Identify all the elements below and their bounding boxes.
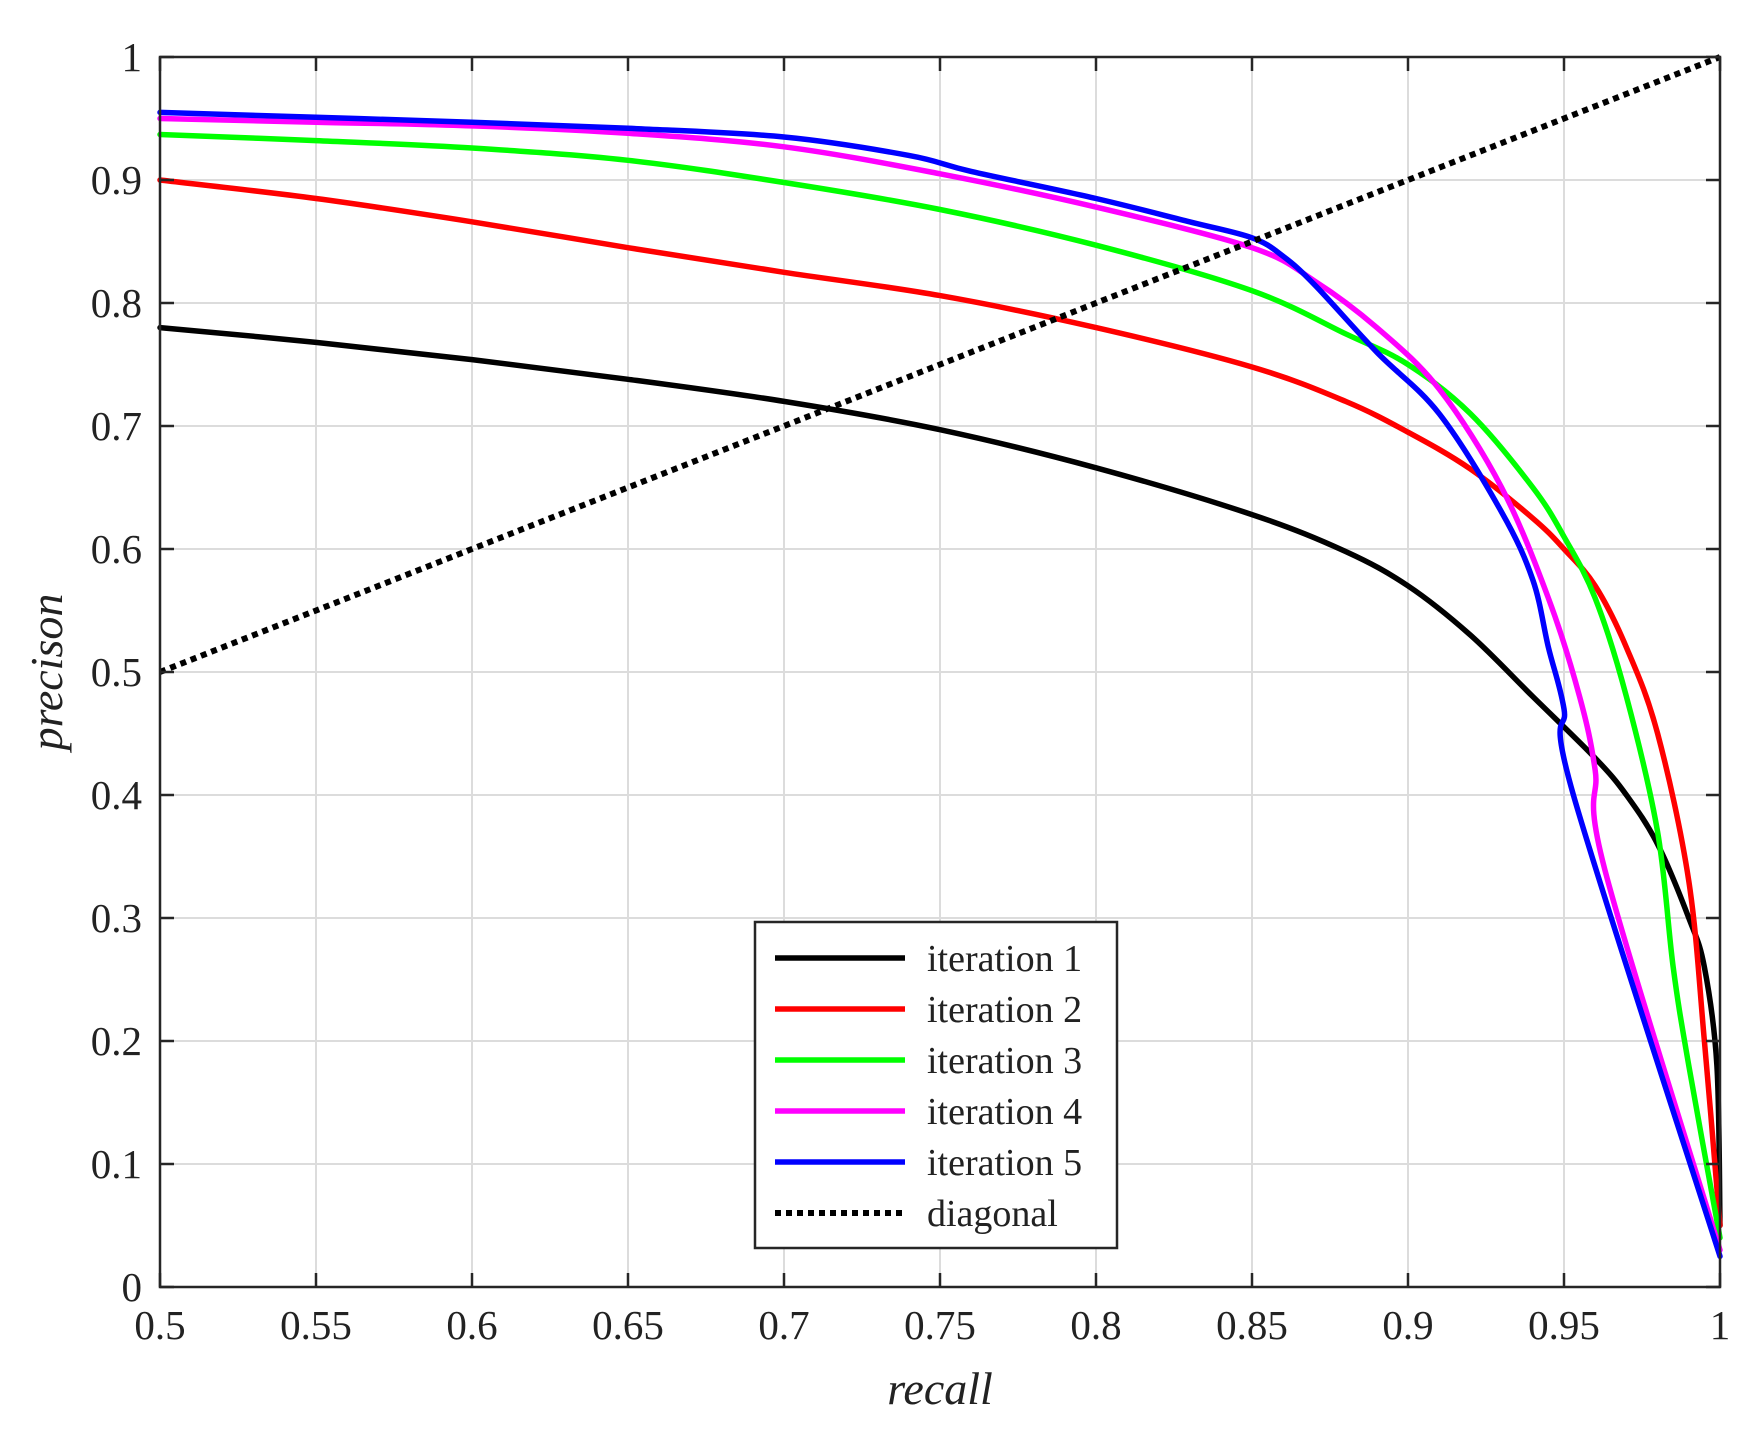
x-tick-labels: 0.5 0.55 0.6 0.65 0.7 0.75 0.8 0.85 0.9 0.95 1 [134, 1302, 1730, 1348]
legend-box [753, 920, 1119, 1250]
x-tick-label: 0.95 [1528, 1302, 1600, 1348]
y-tick-label: 0.9 [91, 157, 142, 203]
y-tick-label: 0.3 [91, 895, 142, 941]
x-tick-label: 0.85 [1216, 1302, 1288, 1348]
y-tick-label: 0.6 [91, 526, 142, 572]
series-line-diagonal [158, 54, 1722, 675]
series-line-iteration-5 [157, 109, 1723, 1260]
x-tick-label: 0.55 [280, 1302, 352, 1348]
y-tick-label: 0.7 [91, 403, 142, 449]
x-tick-label: 0.9 [1382, 1302, 1433, 1348]
plot-series [157, 54, 1723, 1260]
y-tick-label: 0.5 [91, 649, 142, 695]
y-tick-label: 1 [122, 34, 143, 80]
legend-label-iteration-4: iteration 4 [927, 1091, 1082, 1133]
y-tick-label: 0 [122, 1264, 143, 1310]
series-line-iteration-3 [157, 131, 1723, 1241]
x-tick-label: 0.7 [758, 1302, 809, 1348]
y-tick-label: 0.8 [91, 280, 142, 326]
x-tick-label: 1 [1710, 1302, 1731, 1348]
legend-label-iteration-2: iteration 2 [927, 989, 1082, 1031]
x-axis-label: recall [887, 1363, 993, 1414]
x-tick-label: 0.65 [592, 1302, 664, 1348]
y-tick-label: 0.1 [91, 1141, 142, 1187]
x-tick-label: 0.75 [904, 1302, 976, 1348]
y-axis-label: precison [21, 594, 72, 754]
x-tick-label: 0.6 [446, 1302, 497, 1348]
legend: iteration 1 iteration 2 iteration 3 iterati… [753, 920, 1119, 1250]
x-tick-label: 0.8 [1070, 1302, 1121, 1348]
legend-label-iteration-5: iteration 5 [927, 1142, 1082, 1184]
legend-label-diagonal: diagonal [927, 1193, 1058, 1235]
axis-ticks [158, 55, 1722, 1289]
series-line-iteration-1 [157, 324, 1723, 1229]
legend-label-iteration-1: iteration 1 [927, 938, 1082, 980]
legend-label-iteration-3: iteration 3 [927, 1040, 1082, 1082]
x-tick-label: 0.5 [134, 1302, 185, 1348]
y-tick-labels: 0 0.1 0.2 0.3 0.4 0.5 0.6 0.7 0.8 0.9 1 [91, 34, 142, 1310]
y-tick-label: 0.2 [91, 1018, 142, 1064]
series-line-iteration-2 [157, 177, 1723, 1229]
y-tick-label: 0.4 [91, 772, 142, 818]
